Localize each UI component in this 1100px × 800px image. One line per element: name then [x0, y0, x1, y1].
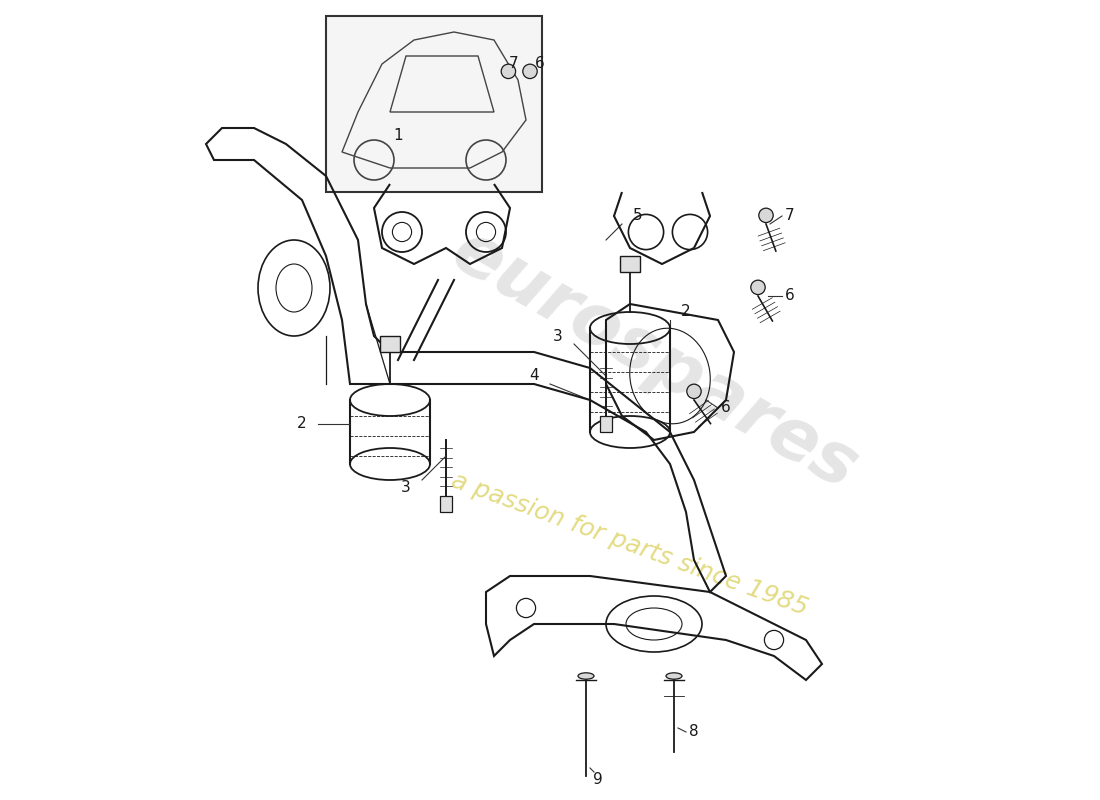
Text: 2: 2	[297, 417, 307, 431]
Ellipse shape	[666, 673, 682, 679]
Text: 2: 2	[681, 305, 691, 319]
Ellipse shape	[578, 673, 594, 679]
Text: 1: 1	[393, 129, 403, 143]
Polygon shape	[440, 496, 452, 512]
Text: 6: 6	[722, 401, 730, 415]
Text: eurospares: eurospares	[439, 216, 869, 504]
Text: 3: 3	[553, 329, 563, 343]
Circle shape	[751, 280, 766, 294]
Polygon shape	[381, 336, 399, 352]
Text: 4: 4	[529, 369, 539, 383]
Circle shape	[522, 64, 537, 78]
Text: 8: 8	[690, 725, 698, 739]
Bar	[326, 16, 542, 192]
Circle shape	[759, 208, 773, 222]
Polygon shape	[601, 416, 612, 432]
Circle shape	[502, 64, 516, 78]
Polygon shape	[620, 256, 639, 272]
Text: 9: 9	[593, 773, 603, 787]
Text: a passion for parts since 1985: a passion for parts since 1985	[449, 468, 812, 620]
Text: 3: 3	[402, 481, 411, 495]
Text: 6: 6	[785, 289, 795, 303]
Text: 6: 6	[535, 57, 544, 71]
Circle shape	[686, 384, 701, 398]
Text: 7: 7	[785, 209, 795, 223]
Text: 5: 5	[634, 209, 642, 223]
Text: 7: 7	[509, 57, 519, 71]
